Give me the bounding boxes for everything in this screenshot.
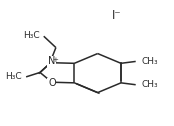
Text: CH₃: CH₃ (141, 80, 158, 89)
Text: CH₃: CH₃ (141, 57, 158, 66)
Text: I⁻: I⁻ (112, 9, 122, 22)
Text: H₃C: H₃C (5, 72, 21, 81)
Text: H₃C: H₃C (23, 31, 39, 40)
Text: +: + (53, 57, 58, 62)
Text: O: O (48, 78, 56, 88)
Text: N: N (48, 56, 55, 66)
